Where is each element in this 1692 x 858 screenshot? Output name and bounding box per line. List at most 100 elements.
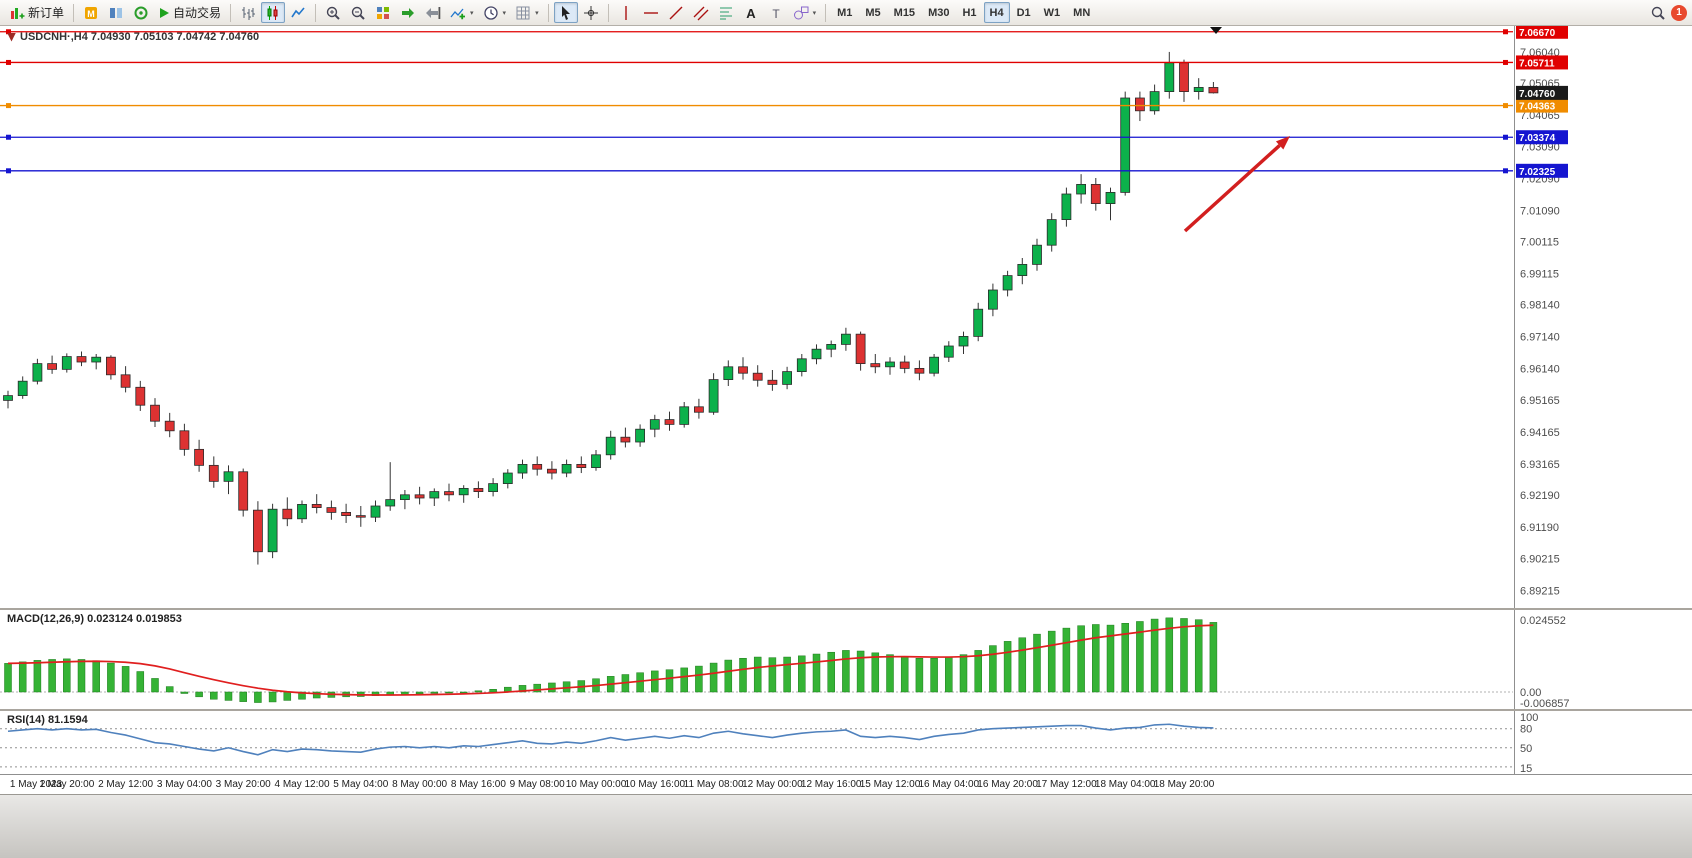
profiles-button[interactable] xyxy=(104,2,128,23)
svg-text:A: A xyxy=(746,6,756,21)
time-axis[interactable]: 1 May 2023 1 May 20:00 2 May 12:00 3 May 04… xyxy=(0,774,1692,794)
crosshair-tool-button[interactable] xyxy=(579,2,603,23)
timeframe-button-m5[interactable]: M5 xyxy=(859,2,886,23)
timeframe-button-m1[interactable]: M1 xyxy=(831,2,858,23)
zoom-out-button[interactable] xyxy=(346,2,370,23)
toolbar-separator xyxy=(547,3,549,22)
timeframe-button-m15[interactable]: M15 xyxy=(888,2,921,23)
svg-text:M: M xyxy=(87,9,95,19)
label-icon: T xyxy=(768,5,784,21)
zoom-in-button[interactable] xyxy=(321,2,345,23)
line-chart-mode-button[interactable] xyxy=(286,2,310,23)
main-chart-panel: 7.06040 7.05065 7.04065 7.03090 7.02090 7.010… xyxy=(0,26,1692,608)
channel-icon xyxy=(693,5,709,21)
tile-windows-icon xyxy=(375,5,391,21)
search-button[interactable] xyxy=(1646,2,1670,23)
chevron-down-icon: ▾ xyxy=(502,9,507,17)
cursor-icon xyxy=(558,5,574,21)
toolbar-separator xyxy=(607,3,609,22)
cursor-tool-button[interactable] xyxy=(553,2,578,23)
rsi-panel: 100 80 50 15 RSI(14) 81.1594 xyxy=(0,711,1692,774)
mql5-button[interactable]: M xyxy=(79,2,103,23)
trendline-icon xyxy=(668,5,684,21)
macd-canvas[interactable]: 0.024552 0.00-0.006857 xyxy=(0,610,1692,709)
new-order-icon xyxy=(9,5,25,21)
trendline-tool-button[interactable] xyxy=(664,2,688,23)
panel-splitter[interactable] xyxy=(0,709,1692,711)
timeframe-button-w1[interactable]: W1 xyxy=(1038,2,1067,23)
toolbar-separator xyxy=(315,3,317,22)
svg-text:-0.006857: -0.006857 xyxy=(1520,698,1570,709)
vertical-line-icon xyxy=(618,5,634,21)
chevron-down-icon: ▾ xyxy=(812,9,817,17)
bottom-area xyxy=(0,794,1692,858)
svg-text:7.04363: 7.04363 xyxy=(1519,102,1556,113)
time-axis-label: 16 May 04:00 xyxy=(918,779,980,790)
shapes-tool-button[interactable]: ▾ xyxy=(789,2,821,23)
toolbar-separator xyxy=(230,3,232,22)
timeframe-button-m30[interactable]: M30 xyxy=(922,2,955,23)
auto-scroll-button[interactable] xyxy=(396,2,420,23)
svg-text:6.96140: 6.96140 xyxy=(1520,364,1560,376)
timeframe-button-h4[interactable]: H4 xyxy=(983,2,1010,23)
svg-text:6.97140: 6.97140 xyxy=(1520,332,1560,344)
time-axis-label: 1 May 20:00 xyxy=(39,779,95,790)
svg-text:7.05711: 7.05711 xyxy=(1519,58,1555,69)
zoom-in-icon xyxy=(325,5,341,21)
autotrade-play-icon xyxy=(158,7,170,19)
svg-text:0.00: 0.00 xyxy=(1520,687,1541,699)
svg-text:7.03090: 7.03090 xyxy=(1520,141,1560,153)
crosshair-icon xyxy=(583,5,599,21)
time-axis-label: 18 May 04:00 xyxy=(1094,779,1156,790)
timeframe-button-d1[interactable]: D1 xyxy=(1011,2,1037,23)
macd-label: MACD(12,26,9) 0.023124 0.019853 xyxy=(7,613,182,625)
signals-button[interactable] xyxy=(129,2,153,23)
toolbar: 新订单 M 自动交易 ▾ ▾ ▾ A T ▾ M1 xyxy=(0,0,1692,26)
panel-splitter[interactable] xyxy=(0,608,1692,610)
shapes-icon xyxy=(793,5,809,21)
chevron-down-icon: ▾ xyxy=(535,9,539,17)
svg-text:6.95165: 6.95165 xyxy=(1520,395,1560,407)
fibonacci-tool-button[interactable] xyxy=(714,2,738,23)
svg-text:7.03374: 7.03374 xyxy=(1519,133,1556,144)
candlestick-mode-button[interactable] xyxy=(261,2,286,23)
svg-text:80: 80 xyxy=(1520,724,1532,736)
time-axis-label: 4 May 12:00 xyxy=(274,779,330,790)
label-tool-button[interactable]: T xyxy=(764,2,788,23)
channel-tool-button[interactable] xyxy=(689,2,713,23)
svg-text:100: 100 xyxy=(1520,712,1538,724)
chart-shift-button[interactable] xyxy=(421,2,445,23)
horizontal-line-icon xyxy=(643,5,659,21)
auto-trading-button[interactable]: 自动交易 xyxy=(154,2,225,23)
main-chart-canvas[interactable]: 7.060407.050657.040657.030907.020907.010… xyxy=(0,26,1692,608)
horizontal-line-tool-button[interactable] xyxy=(639,2,663,23)
signals-icon xyxy=(133,5,149,21)
tile-windows-button[interactable] xyxy=(371,2,395,23)
chart-shift-icon xyxy=(425,5,441,21)
svg-text:6.90215: 6.90215 xyxy=(1520,553,1560,565)
chevron-down-icon: ▾ xyxy=(470,9,474,17)
templates-button[interactable]: ▾ xyxy=(511,2,543,23)
time-axis-label: 9 May 08:00 xyxy=(509,779,565,790)
rsi-label: RSI(14) 81.1594 xyxy=(7,714,88,726)
search-icon xyxy=(1650,5,1666,21)
time-axis-label: 17 May 12:00 xyxy=(1036,779,1097,790)
periods-button[interactable]: ▾ xyxy=(479,2,511,23)
indicators-button[interactable]: ▾ xyxy=(446,2,478,23)
profiles-icon xyxy=(108,5,124,21)
line-chart-icon xyxy=(290,5,306,21)
fibonacci-icon xyxy=(718,5,734,21)
svg-text:7.04065: 7.04065 xyxy=(1520,110,1560,122)
new-order-button[interactable]: 新订单 xyxy=(5,2,68,23)
bar-chart-mode-button[interactable] xyxy=(236,2,260,23)
text-tool-button[interactable]: A xyxy=(739,2,763,23)
timeframe-button-mn[interactable]: MN xyxy=(1067,2,1096,23)
auto-trading-label: 自动交易 xyxy=(173,6,222,20)
notification-badge[interactable]: 1 xyxy=(1671,4,1687,21)
timeframe-button-h1[interactable]: H1 xyxy=(956,2,982,23)
toolbar-separator xyxy=(73,3,75,22)
svg-text:T: T xyxy=(772,7,780,21)
vertical-line-tool-button[interactable] xyxy=(614,2,638,23)
